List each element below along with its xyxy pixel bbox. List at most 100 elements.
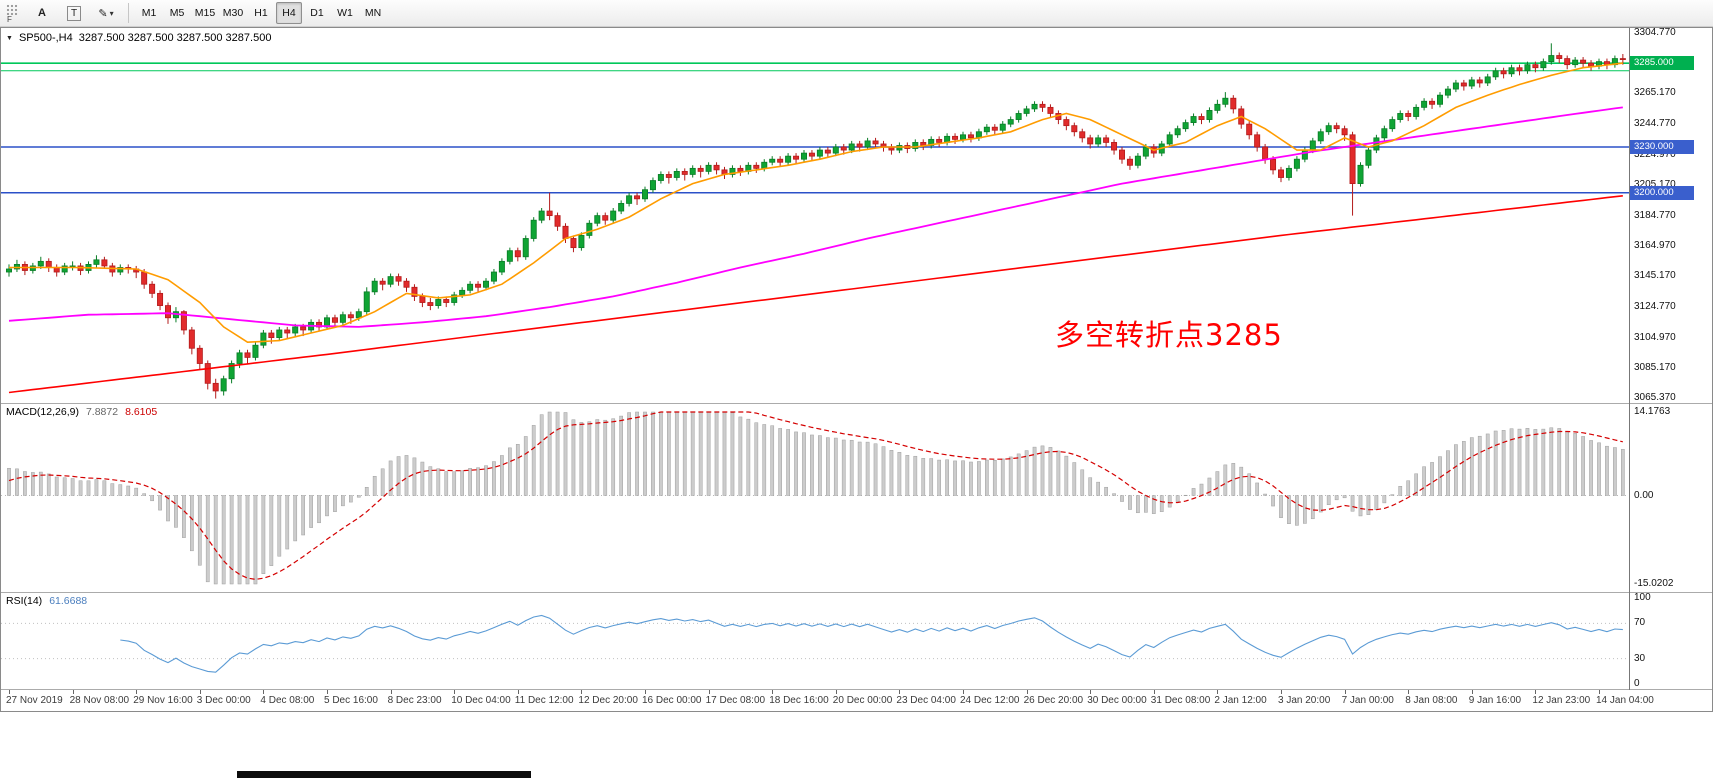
time-tick [1599,690,1600,694]
time-tick [390,690,392,694]
time-axis-label: 12 Dec 20:00 [578,695,638,706]
chart-annotation: 多空转折点3285 [1055,318,1283,352]
price-canvas[interactable] [1,28,1629,403]
macd-canvas[interactable] [1,404,1629,592]
time-axis-label: 12 Jan 23:00 [1532,695,1591,706]
text-tool-button[interactable]: T [59,2,89,25]
toolbar-drag-handle[interactable] [6,4,18,15]
rsi-value: 61.6688 [49,595,88,607]
macd-main-value: 7.8872 [85,406,119,418]
time-axis-label: 31 Dec 08:00 [1150,695,1211,706]
time-axis-label: 9 Jan 16:00 [1468,695,1522,706]
time-tick [72,690,74,694]
time-axis-label: 24 Dec 12:00 [960,695,1020,706]
time-tick [899,690,901,694]
time-axis-label: 17 Dec 08:00 [705,695,766,706]
price-axis-label: 3244.770 [1634,118,1676,130]
rsi-canvas[interactable] [1,593,1629,689]
timeframe-button-m5[interactable]: M5 [169,7,185,19]
macd-signal-value: 8.6105 [125,406,158,418]
price-axis-label: 3085.170 [1634,361,1676,373]
macd-signal-line [8,411,1623,581]
macd-axis-label: -15.0202 [1634,578,1674,589]
time-tick [1535,690,1537,694]
time-axis-label: 27 Nov 2019 [6,695,63,706]
rsi-label: RSI(14) 61.6688 [6,595,87,607]
time-tick [9,690,10,694]
timeframe-button-m1[interactable]: M1 [141,7,157,19]
time-tick [708,690,710,694]
rsi-name: RSI(14) [6,595,43,607]
chart-dropdown-icon[interactable]: ▼ [6,34,13,42]
time-axis-label: 5 Dec 16:00 [324,695,378,706]
time-axis-label: 11 Dec 12:00 [514,695,574,706]
time-axis-label: 16 Dec 00:00 [642,695,702,706]
time-tick [136,690,138,694]
time-tick [645,690,646,694]
rsi-line [120,614,1623,673]
price-badge: 3200.000 [1630,185,1694,200]
price-axis-label: 3104.970 [1634,331,1676,343]
timeframe-buttons: M1 M5 M15 M30 H1 H4 D1 W1 MN [135,2,387,24]
chart-ohlc-quote: 3287.500 3287.500 3287.500 3287.500 [78,32,272,44]
time-tick [1281,690,1282,694]
timeframe-button-mn[interactable]: MN [364,7,382,19]
timeframe-button-h1[interactable]: H1 [254,7,268,19]
ma-slow-line [8,195,1623,394]
time-tick [1408,690,1410,694]
chart-symbol: SP500-,H4 [18,32,73,44]
time-tick [199,690,201,694]
toolbar-f-label: F [7,15,12,24]
time-tick [581,690,583,694]
ma-mid-line [8,106,1623,328]
time-axis-label: 3 Dec 00:00 [196,695,251,706]
rsi-axis-label: 30 [1634,652,1646,664]
price-axis-label: 3304.770 [1634,27,1676,38]
time-tick [517,690,519,694]
toolbar-separator [128,3,129,23]
time-tick [1471,690,1473,694]
time-tick [772,690,774,694]
rsi-axis-label: 70 [1634,617,1646,629]
time-axis-label: 20 Dec 00:00 [832,695,893,706]
time-axis-label: 30 Dec 00:00 [1087,695,1147,706]
price-axis-label: 3224.970 [1634,148,1676,160]
rsi-axis-label: 0 [1634,678,1640,689]
time-axis-label: 29 Nov 16:00 [133,695,193,706]
price-axis-label: 3164.970 [1634,240,1676,252]
time-tick [1026,690,1028,694]
time-axis-label: 4 Dec 08:00 [260,695,315,706]
pane-separator[interactable] [1,689,1712,690]
macd-name: MACD(12,26,9) [6,406,79,418]
price-axis-label: 3265.170 [1634,87,1676,99]
time-axis-label: 10 Dec 04:00 [451,695,511,706]
timeframe-button-h4[interactable]: H4 [276,2,302,24]
time-axis-label: 7 Jan 00:00 [1341,695,1394,706]
rsi-axis-label: 100 [1634,592,1651,603]
time-axis-label: 23 Dec 04:00 [896,695,956,706]
price-pane[interactable]: ▼ SP500-,H4 3287.500 3287.500 3287.500 3… [1,27,1712,403]
price-axis-label: 3124.770 [1634,301,1676,313]
price-badge: 3285.000 [1630,56,1694,71]
time-tick [963,690,964,694]
draw-tool-dropdown-button[interactable]: ✎ ▾ [91,2,121,25]
timeframe-button-d1[interactable]: D1 [310,7,324,19]
time-tick [1153,690,1155,694]
rsi-pane[interactable]: RSI(14) 61.6688 100 70 30 0 [1,592,1712,689]
time-tick [1217,690,1219,694]
pane-separator[interactable] [1,592,1712,593]
price-axis-label: 3205.170 [1634,178,1676,190]
chart-title: ▼ SP500-,H4 3287.500 3287.500 3287.500 3… [6,32,271,44]
timeframe-button-w1[interactable]: W1 [337,7,353,19]
timeframe-button-m15[interactable]: M15 [194,7,216,19]
time-tick [835,690,837,694]
time-axis[interactable]: 27 Nov 2019 28 Nov 08:00 29 Nov 16:00 3 Dec… [1,690,1712,711]
price-axis-line [1629,28,1630,690]
time-tick [1090,690,1092,694]
timeframe-button-m30[interactable]: M30 [222,7,244,19]
price-axis-label: 3065.370 [1634,392,1676,403]
macd-pane[interactable]: MACD(12,26,9) 7.8872 8.6105 14.1763 0.00 -… [1,404,1712,592]
time-axis-label: 28 Nov 08:00 [69,695,130,706]
arrow-tool-button[interactable]: A [38,7,46,19]
pane-separator[interactable] [1,403,1712,404]
